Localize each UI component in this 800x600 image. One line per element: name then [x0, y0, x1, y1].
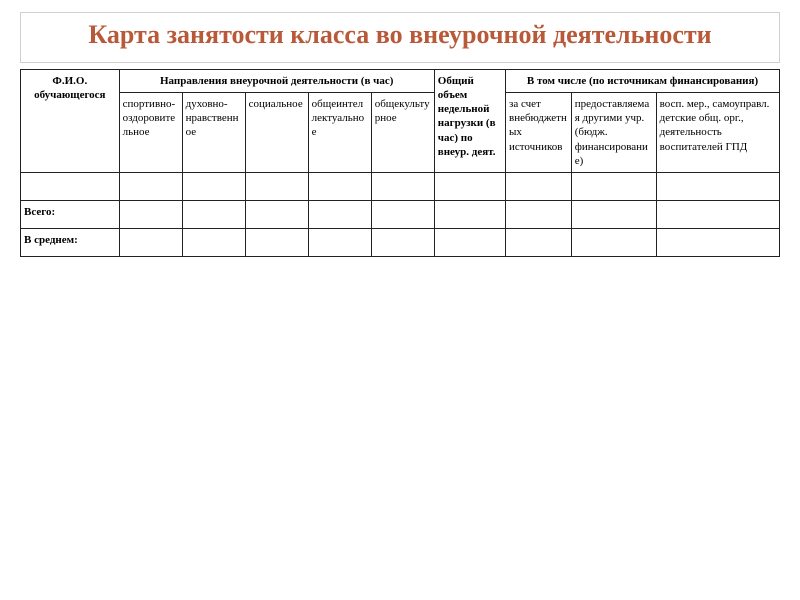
row-label-total: Всего: — [21, 201, 120, 229]
cell — [371, 229, 434, 257]
cell — [182, 201, 245, 229]
header-d3: социальное — [245, 92, 308, 172]
cell — [434, 201, 505, 229]
cell — [371, 173, 434, 201]
cell — [656, 201, 779, 229]
slide-title: Карта занятости класса во внеурочной дея… — [31, 19, 769, 52]
data-row-empty — [21, 173, 780, 201]
cell — [571, 201, 656, 229]
header-s2: предоставляемая другими учр. (бюдж. фина… — [571, 92, 656, 172]
slide: Карта занятости класса во внеурочной дея… — [0, 0, 800, 600]
cell — [571, 173, 656, 201]
cell — [506, 173, 572, 201]
header-sources: В том числе (по источникам финансировани… — [506, 69, 780, 92]
cell — [434, 229, 505, 257]
cell — [119, 201, 182, 229]
header-fio: Ф.И.О. обучающегося — [21, 69, 120, 173]
header-d5: общекультурное — [371, 92, 434, 172]
cell — [119, 229, 182, 257]
cell — [506, 229, 572, 257]
header-s1: за счет внебюджетных источников — [506, 92, 572, 172]
header-total: Общий объем недельной нагрузки (в час) п… — [434, 69, 505, 173]
cell — [308, 201, 371, 229]
data-row-average: В среднем: — [21, 229, 780, 257]
header-row-2: спортивно-оздоровительное духовно-нравст… — [21, 92, 780, 172]
cell — [506, 201, 572, 229]
data-row-total: Всего: — [21, 201, 780, 229]
activity-table: Ф.И.О. обучающегося Направления внеурочн… — [20, 69, 780, 258]
cell — [571, 229, 656, 257]
cell — [371, 201, 434, 229]
cell — [245, 173, 308, 201]
header-d4: общеинтеллектуальное — [308, 92, 371, 172]
header-d2: духовно-нравственное — [182, 92, 245, 172]
header-s3: восп. мер., самоуправл. детские общ. орг… — [656, 92, 779, 172]
row-label-empty — [21, 173, 120, 201]
cell — [308, 173, 371, 201]
cell — [434, 173, 505, 201]
cell — [656, 229, 779, 257]
cell — [119, 173, 182, 201]
row-label-average: В среднем: — [21, 229, 120, 257]
cell — [656, 173, 779, 201]
cell — [245, 229, 308, 257]
title-container: Карта занятости класса во внеурочной дея… — [20, 12, 780, 63]
header-d1: спортивно-оздоровительное — [119, 92, 182, 172]
header-row-1: Ф.И.О. обучающегося Направления внеурочн… — [21, 69, 780, 92]
cell — [308, 229, 371, 257]
cell — [182, 173, 245, 201]
header-directions: Направления внеурочной деятельности (в ч… — [119, 69, 434, 92]
cell — [245, 201, 308, 229]
cell — [182, 229, 245, 257]
